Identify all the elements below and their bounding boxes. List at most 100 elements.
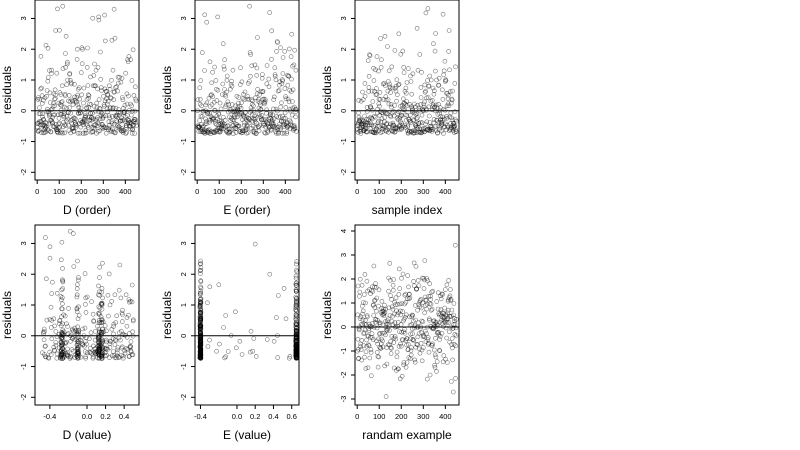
data-point bbox=[429, 127, 434, 132]
y-tick-label: 2 bbox=[339, 277, 348, 281]
data-point bbox=[430, 341, 435, 347]
data-point bbox=[60, 301, 65, 307]
data-point bbox=[293, 67, 299, 73]
data-point bbox=[442, 79, 448, 84]
data-point bbox=[290, 99, 295, 104]
data-point bbox=[214, 348, 219, 354]
data-point bbox=[245, 94, 250, 99]
data-point bbox=[60, 286, 66, 292]
data-point bbox=[419, 112, 425, 118]
data-point bbox=[386, 101, 392, 107]
data-point bbox=[279, 119, 284, 124]
data-point bbox=[387, 277, 393, 283]
data-point bbox=[424, 331, 429, 336]
data-point bbox=[407, 295, 413, 301]
data-point bbox=[396, 344, 402, 349]
y-tick-label: 3 bbox=[179, 241, 188, 245]
data-point bbox=[424, 95, 429, 101]
data-point bbox=[42, 344, 48, 349]
data-point bbox=[72, 82, 77, 87]
data-point bbox=[367, 53, 373, 59]
data-point bbox=[291, 62, 297, 68]
data-point bbox=[252, 241, 258, 247]
data-point bbox=[116, 354, 122, 360]
data-point bbox=[423, 10, 429, 16]
data-point bbox=[293, 288, 299, 294]
data-point bbox=[200, 127, 205, 132]
scatter-panel-3: 0 100 200 300 400 -2 -1 0 1 2 3 sample index residua… bbox=[320, 0, 460, 217]
data-point bbox=[114, 112, 120, 118]
y-tick-label: 0 bbox=[179, 109, 188, 113]
y-tick-label: 0 bbox=[339, 325, 348, 329]
y-axis-label: residuals bbox=[0, 291, 14, 339]
data-point bbox=[396, 109, 401, 114]
data-point bbox=[198, 296, 204, 302]
data-point bbox=[103, 346, 109, 352]
data-point bbox=[405, 122, 411, 128]
data-point bbox=[385, 79, 391, 84]
data-point bbox=[200, 50, 205, 55]
x-tick-label: 300 bbox=[417, 412, 430, 421]
data-point bbox=[53, 28, 59, 33]
data-point bbox=[408, 348, 414, 353]
y-axis-label: residuals bbox=[160, 66, 174, 114]
data-point bbox=[363, 300, 368, 306]
x-tick-label: 0 bbox=[35, 187, 39, 196]
data-point bbox=[210, 94, 216, 99]
data-point bbox=[107, 302, 113, 308]
data-point bbox=[372, 122, 378, 128]
data-point bbox=[453, 376, 458, 381]
data-point bbox=[117, 262, 123, 268]
data-point bbox=[387, 313, 393, 318]
data-point bbox=[40, 111, 46, 117]
y-tick-label: 3 bbox=[339, 253, 348, 257]
data-point bbox=[416, 283, 422, 289]
x-tick-label: 400 bbox=[279, 187, 292, 196]
data-point bbox=[250, 102, 255, 107]
data-point bbox=[449, 97, 455, 103]
data-point bbox=[92, 346, 98, 352]
data-point bbox=[368, 373, 374, 379]
x-axis-label: randam example bbox=[362, 428, 452, 442]
data-point bbox=[257, 102, 263, 108]
data-point bbox=[128, 339, 134, 344]
data-point bbox=[224, 73, 230, 79]
data-point bbox=[198, 288, 203, 294]
data-point bbox=[212, 107, 218, 113]
data-point bbox=[271, 338, 277, 344]
data-point bbox=[398, 343, 404, 349]
data-point bbox=[229, 78, 234, 84]
data-point bbox=[283, 94, 288, 99]
data-point bbox=[196, 129, 201, 134]
data-point bbox=[422, 129, 427, 134]
data-point bbox=[127, 107, 132, 113]
data-point bbox=[415, 307, 420, 313]
y-tick-label: -1 bbox=[339, 138, 348, 145]
data-point bbox=[61, 352, 66, 358]
data-point bbox=[216, 111, 221, 116]
data-point bbox=[104, 328, 109, 334]
data-point bbox=[75, 258, 80, 264]
data-point bbox=[439, 87, 445, 93]
data-point bbox=[397, 301, 403, 307]
data-point bbox=[274, 315, 279, 320]
data-point bbox=[113, 338, 118, 344]
data-point bbox=[69, 97, 75, 103]
data-point bbox=[440, 292, 446, 297]
data-point bbox=[288, 119, 293, 125]
data-point bbox=[123, 70, 128, 76]
data-point bbox=[91, 343, 96, 349]
data-point bbox=[441, 353, 447, 358]
data-point bbox=[281, 286, 287, 291]
data-point bbox=[434, 322, 440, 327]
data-point bbox=[421, 286, 427, 291]
data-point bbox=[431, 91, 437, 97]
data-point bbox=[292, 47, 297, 53]
data-point bbox=[117, 330, 122, 336]
data-point bbox=[388, 345, 394, 350]
data-point bbox=[111, 349, 116, 354]
data-point bbox=[83, 302, 88, 307]
data-point bbox=[392, 103, 397, 108]
data-point bbox=[49, 336, 55, 342]
data-point bbox=[385, 97, 391, 102]
